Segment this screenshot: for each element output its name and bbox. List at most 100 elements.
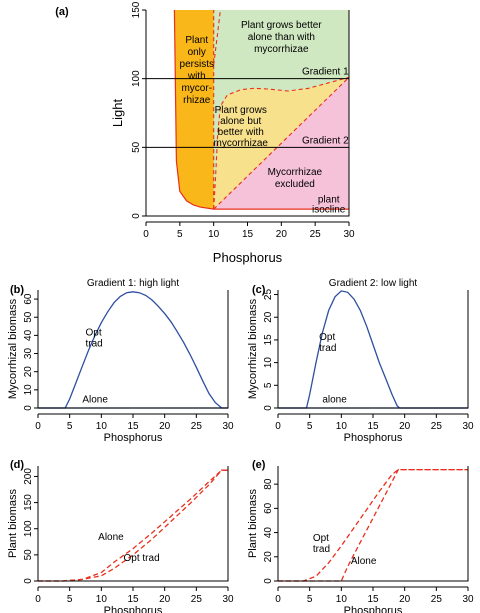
- x-tick-label: 10: [336, 421, 348, 432]
- y-tick-label: 60: [263, 502, 274, 514]
- x-tick-label: 20: [159, 594, 171, 605]
- y-tick-label: 40: [263, 527, 274, 539]
- x-tick-label: 15: [127, 594, 139, 605]
- upper-boundary: [213, 9, 221, 65]
- series-annotation: Opt trad: [86, 327, 103, 349]
- series-line-alone: [278, 468, 468, 582]
- gradient-label-2: Gradient 2: [302, 135, 349, 146]
- series-line-opt-trad: [278, 468, 468, 582]
- x-tick-label: 20: [159, 421, 171, 432]
- plot-frame: [38, 290, 229, 409]
- series-annotation: Alone: [351, 556, 377, 567]
- y-axis-title: Light: [110, 99, 125, 128]
- x-tick-label: 10: [208, 229, 220, 240]
- isocline-label: plant isocline: [312, 194, 346, 215]
- gradient-label-1: Gradient 1: [302, 67, 349, 78]
- series-line-opt-trad: [38, 291, 228, 409]
- y-tick-label: 50: [23, 311, 34, 323]
- y-tick-label: 10: [23, 384, 34, 396]
- y-axis-title: Mycorrhizal biomass: [7, 298, 19, 399]
- y-tick-label: 15: [263, 334, 274, 346]
- y-tick-label: 20: [23, 366, 34, 378]
- x-tick-label: 10: [336, 594, 348, 605]
- x-axis-title: Phosphorus: [344, 605, 403, 613]
- y-tick-label: 10: [263, 357, 274, 369]
- x-tick-label: 5: [307, 421, 313, 432]
- x-tick-label: 25: [191, 421, 203, 432]
- series-annotation: Opt trad: [319, 332, 336, 354]
- panel-label: (d): [10, 459, 24, 471]
- series-annotation: alone: [322, 395, 347, 406]
- series-annotation: Alone: [82, 395, 108, 406]
- x-tick-label: 20: [399, 421, 411, 432]
- series-line-opt-trad: [278, 290, 468, 409]
- region-label-better-alone: Plant grows better alone than with mycorrh…: [241, 20, 322, 55]
- y-axis-title: Mycorrhizal biomass: [247, 298, 259, 399]
- x-tick-label: 0: [35, 421, 41, 432]
- plant-isocline-curve: [173, 9, 349, 210]
- y-tick-label: 50: [131, 141, 142, 153]
- x-axis-title: Phosphorus: [104, 432, 163, 444]
- y-tick-label: 0: [23, 578, 34, 584]
- y-tick-label: 0: [263, 405, 274, 411]
- y-tick-label: 0: [263, 578, 274, 584]
- y-tick-label: 100: [131, 70, 142, 87]
- x-tick-label: 0: [35, 594, 41, 605]
- diagonal-boundary: [213, 76, 350, 210]
- x-tick-label: 20: [399, 594, 411, 605]
- y-tick-label: 200: [23, 468, 34, 485]
- x-tick-label: 15: [367, 594, 379, 605]
- x-tick-label: 15: [367, 421, 379, 432]
- x-tick-label: 15: [127, 421, 139, 432]
- panel-title: Gradient 2: low light: [329, 278, 418, 289]
- x-tick-label: 5: [67, 421, 73, 432]
- panel-label: (e): [252, 459, 266, 471]
- x-tick-label: 0: [143, 229, 149, 240]
- x-tick-label: 30: [222, 421, 234, 432]
- y-tick-label: 50: [23, 549, 34, 561]
- y-tick-label: 100: [23, 520, 34, 537]
- y-tick-label: 30: [23, 348, 34, 360]
- y-tick-label: 25: [263, 289, 274, 301]
- plot-frame: [278, 290, 469, 409]
- y-tick-label: 20: [263, 311, 274, 323]
- x-tick-label: 10: [96, 421, 108, 432]
- region-label-excluded: Mycorrhizae excluded: [268, 167, 323, 190]
- panel-label-a: (a): [55, 6, 69, 18]
- y-axis-title: Plant biomass: [247, 488, 259, 558]
- x-tick-label: 25: [431, 594, 443, 605]
- x-tick-label: 30: [462, 594, 474, 605]
- x-tick-label: 5: [307, 594, 313, 605]
- region-label-grows-alone: Plant grows alone but better with mycorrhiz…: [213, 105, 268, 149]
- y-tick-label: 80: [263, 478, 274, 490]
- y-tick-label: 20: [263, 551, 274, 563]
- region-better-alone: [213, 10, 349, 210]
- region-label-only-with: Plant only persists with mycor-rhizae: [180, 35, 214, 106]
- x-tick-label: 25: [191, 594, 203, 605]
- panel-label: (c): [252, 284, 266, 296]
- y-tick-label: 150: [131, 1, 142, 18]
- x-tick-label: 0: [275, 421, 281, 432]
- x-tick-label: 15: [242, 229, 254, 240]
- y-tick-label: 60: [23, 293, 34, 305]
- x-tick-label: 0: [275, 594, 281, 605]
- panel-label: (b): [10, 284, 24, 296]
- y-tick-label: 150: [23, 494, 34, 511]
- plot-frame: [146, 10, 350, 217]
- x-tick-label: 30: [462, 421, 474, 432]
- series-annotation: Opt trad: [313, 533, 330, 555]
- y-axis-title: Plant biomass: [7, 488, 19, 558]
- x-tick-label: 10: [96, 594, 108, 605]
- series-line-alone: [38, 469, 228, 582]
- x-axis-title: Phosphorus: [344, 432, 403, 444]
- y-tick-label: 0: [131, 213, 142, 219]
- x-tick-label: 25: [310, 229, 322, 240]
- plot-frame: [38, 466, 229, 582]
- region-only-with-mycorrhizae: [174, 10, 214, 210]
- y-tick-label: 5: [263, 382, 274, 388]
- x-tick-label: 30: [222, 594, 234, 605]
- x-tick-label: 5: [67, 594, 73, 605]
- plot-frame: [278, 466, 469, 582]
- x-axis-title: Phosphorus: [213, 250, 283, 265]
